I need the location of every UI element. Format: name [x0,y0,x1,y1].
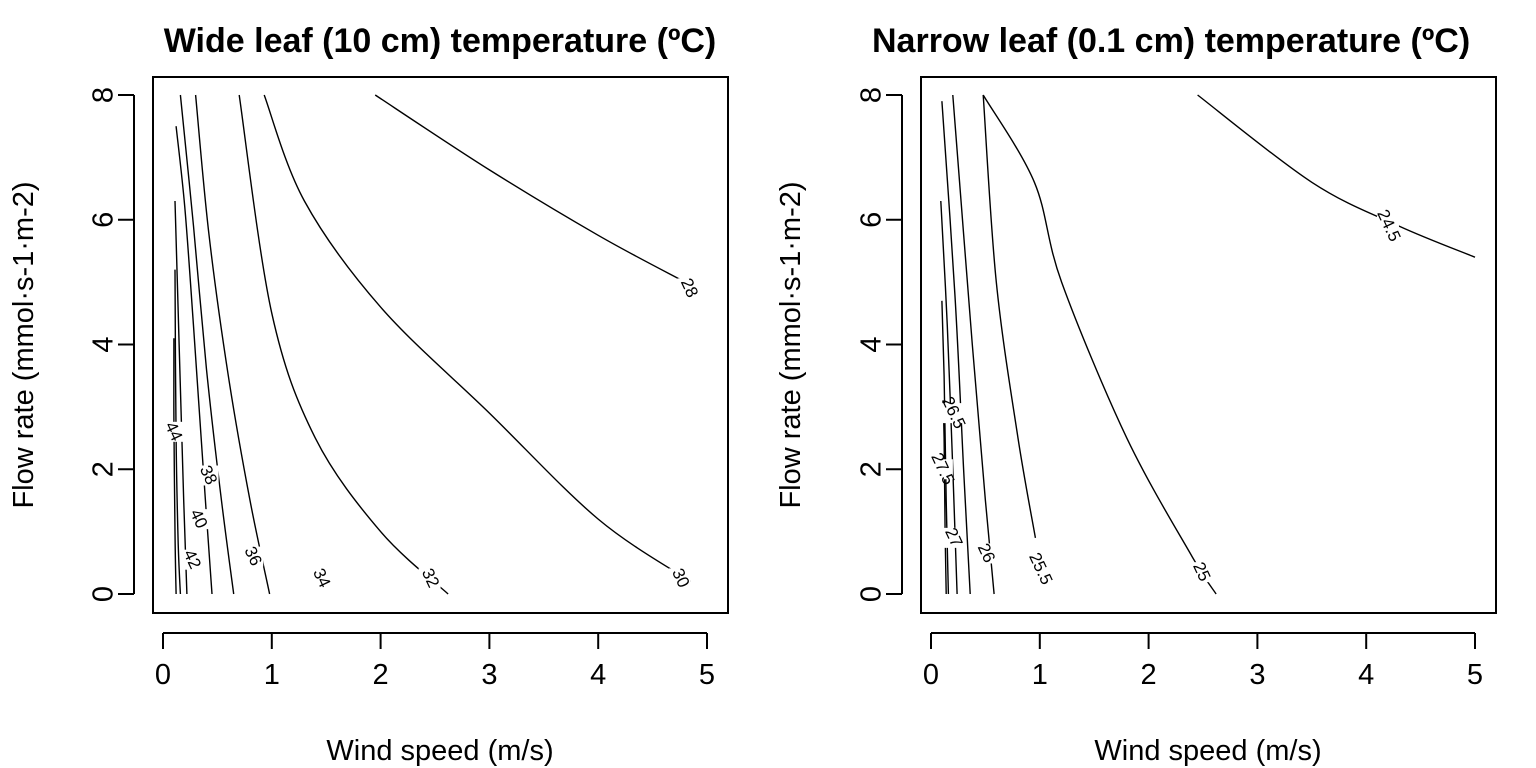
x-tick-label: 0 [923,659,939,691]
y-axis-label: Flow rate (mmol·s-1·m-2) [775,181,807,508]
contour-label-bg [180,549,203,570]
contour-label-bg [186,509,209,530]
contour-label-bg [196,465,219,486]
x-axis-label: Wind speed (m/s) [1094,735,1321,767]
y-tick-label: 6 [856,212,888,228]
x-tick-label: 4 [590,659,606,691]
y-tick-label: 2 [88,461,120,477]
contour-label-bg [1189,562,1212,583]
contour-line [1197,94,1476,258]
y-tick-label: 4 [88,336,120,352]
y-axis-label: Flow rate (mmol·s-1·m-2) [8,181,40,508]
chart-title: Narrow leaf (0.1 cm) temperature (ºC) [872,22,1470,60]
contour-line [982,94,1217,595]
contour-label-bg [309,568,332,589]
x-tick-label: 5 [699,659,715,691]
contour-line [941,101,971,595]
contour-label-bg [418,568,441,589]
contour-label-bg [974,543,997,564]
y-axis: 0 2 4 6 8 [88,87,135,602]
x-tick-label: 1 [264,659,280,691]
y-tick-label: 8 [88,87,120,103]
x-tick-label: 5 [1467,659,1483,691]
contour-label-bg [241,546,264,567]
y-tick-label: 8 [856,87,888,103]
contour-line [174,200,188,595]
contour-line [374,94,686,283]
y-tick-label: 4 [856,336,888,352]
contour-label-bg [941,403,964,424]
y-tick-label: 0 [856,586,888,602]
x-tick-label: 1 [1032,659,1048,691]
x-axis: 0 1 2 3 4 5 [923,632,1483,691]
plot-frame [920,76,1497,614]
x-tick-label: 2 [1141,659,1157,691]
y-axis: 0 2 4 6 8 [856,87,903,602]
contour-line [173,338,177,595]
contour-label-bg [941,527,964,548]
contour-lines [940,94,1476,595]
contour-label-bg [1376,215,1399,236]
x-tick-label: 2 [373,659,389,691]
y-tick-label: 0 [88,586,120,602]
y-tick-label: 6 [88,212,120,228]
narrow-leaf-panel: Narrow leaf (0.1 cm) temperature (ºC) 26… [775,22,1497,767]
contour-label-bg [1028,559,1051,580]
plot-frame [152,76,729,614]
contour-line [174,269,182,595]
contour-line [952,94,995,595]
x-tick-label: 4 [1358,659,1374,691]
contour-line [982,94,1037,539]
contour-lines [173,94,692,595]
contour-line [179,94,235,595]
contour-label-bg [668,568,691,589]
contour-line [194,94,271,595]
chart-title: Wide leaf (10 cm) temperature (ºC) [164,22,716,60]
contour-label-bg [930,459,953,480]
contour-line [941,300,950,595]
contour-line [263,94,692,583]
x-tick-label: 3 [1249,659,1265,691]
y-tick-label: 2 [856,461,888,477]
contour-line [238,94,449,595]
x-tick-label: 3 [481,659,497,691]
wide-leaf-panel: Wide leaf (10 cm) temperature (ºC) 44424… [8,22,729,767]
x-axis: 0 1 2 3 4 5 [155,632,715,691]
x-axis-label: Wind speed (m/s) [326,735,553,767]
contour-label-bg [677,278,700,299]
x-tick-label: 0 [155,659,171,691]
contour-label-bg [161,421,184,442]
